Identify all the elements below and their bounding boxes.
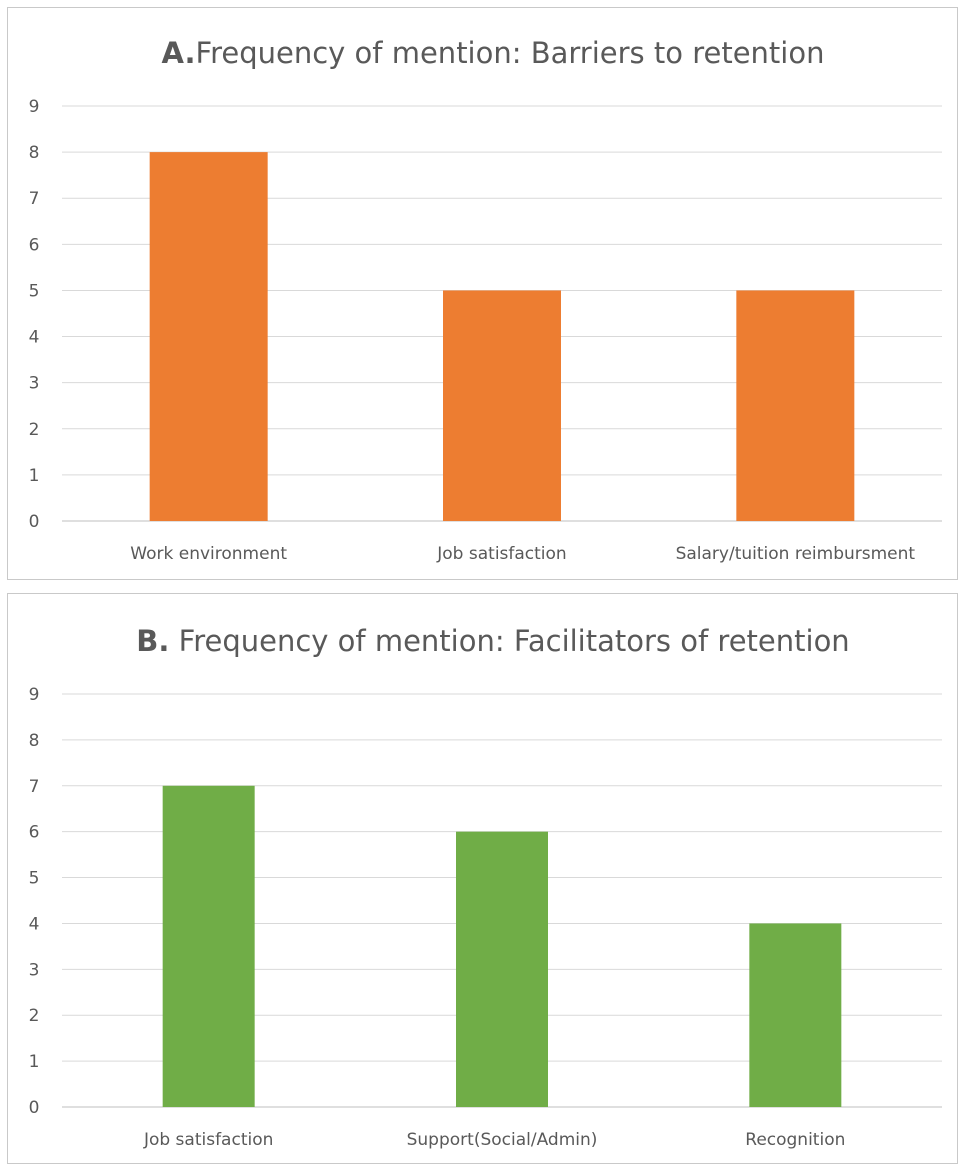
bar (443, 290, 561, 521)
y-tick-label: 3 (29, 374, 40, 394)
bars-b (162, 785, 842, 1107)
y-tick-label: 0 (29, 1098, 40, 1118)
y-tick-label: 0 (29, 512, 40, 532)
y-tick-label: 9 (29, 97, 40, 117)
y-tick-label: 1 (29, 466, 40, 486)
x-axis-a: Work environment Job satisfaction Salary/t… (130, 544, 915, 564)
x-axis-b: Job satisfaction Support(Social/Admin) Rec… (143, 1130, 845, 1150)
x-tick-label: Recognition (745, 1130, 845, 1150)
bar (736, 290, 855, 521)
y-tick-label: 5 (29, 869, 40, 889)
bar (456, 831, 548, 1107)
x-tick-label: Job satisfaction (143, 1130, 273, 1150)
y-tick-label: 9 (29, 685, 40, 705)
y-axis-a: 0 1 2 3 4 5 6 7 8 9 (29, 97, 40, 532)
chart-title-b-text: Frequency of mention: Facilitators of re… (169, 624, 849, 658)
y-tick-label: 7 (29, 777, 40, 797)
y-tick-label: 2 (29, 420, 40, 440)
x-tick-label: Support(Social/Admin) (407, 1130, 598, 1150)
y-tick-label: 4 (29, 328, 40, 348)
chart-panel-a: A.Frequency of mention: Barriers to rete… (7, 7, 958, 580)
y-tick-label: 8 (29, 143, 40, 163)
y-tick-label: 3 (29, 960, 40, 980)
x-tick-label: Job satisfaction (436, 544, 566, 564)
bar (749, 923, 842, 1107)
chart-title-a-text: Frequency of mention: Barriers to retent… (196, 36, 825, 70)
y-tick-label: 7 (29, 189, 40, 209)
barriers-chart: A.Frequency of mention: Barriers to rete… (29, 36, 942, 564)
x-tick-label: Salary/tuition reimbursment (676, 544, 916, 564)
y-tick-label: 1 (29, 1052, 40, 1072)
y-tick-label: 2 (29, 1006, 40, 1026)
y-tick-label: 4 (29, 914, 40, 934)
bars-a (149, 152, 855, 521)
y-tick-label: 5 (29, 281, 40, 301)
y-axis-b: 0 1 2 3 4 5 6 7 8 9 (29, 685, 40, 1118)
y-tick-label: 6 (29, 235, 40, 255)
chart-title-b-prefix: B. (136, 624, 169, 658)
chart-title-a: A.Frequency of mention: Barriers to rete… (162, 36, 825, 70)
chart-title-b: B. Frequency of mention: Facilitators of… (136, 624, 849, 658)
chart-title-a-prefix: A. (162, 36, 196, 70)
facilitators-chart: B. Frequency of mention: Facilitators of… (29, 624, 942, 1150)
chart-panel-b: B. Frequency of mention: Facilitators of… (7, 593, 958, 1164)
y-tick-label: 6 (29, 823, 40, 843)
y-tick-label: 8 (29, 731, 40, 751)
bar (149, 152, 268, 521)
bar (162, 785, 255, 1107)
x-tick-label: Work environment (130, 544, 287, 564)
